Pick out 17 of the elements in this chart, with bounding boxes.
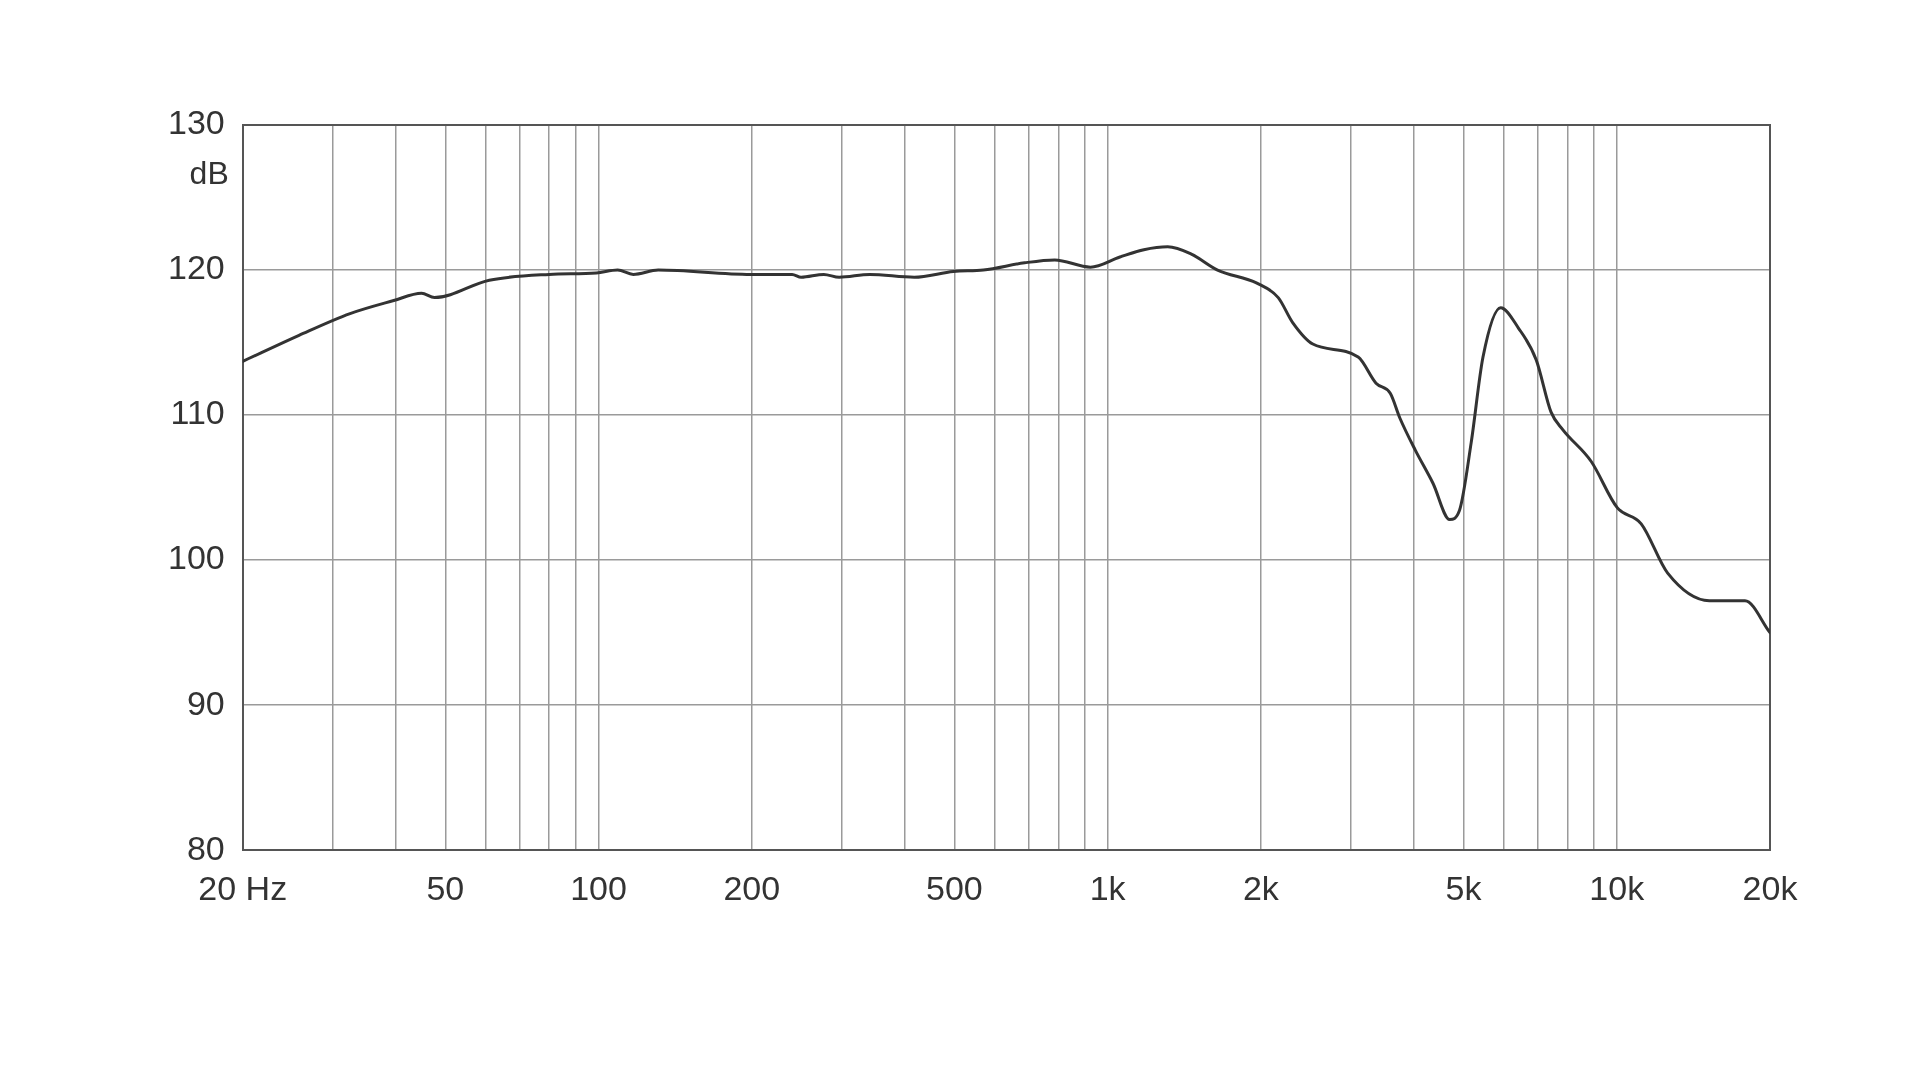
x-tick-label: 1k [1089, 868, 1127, 907]
x-tick-label: 50 [426, 868, 465, 907]
y-tick-label: 80 [186, 828, 225, 867]
x-tick-label: 20 Hz [198, 868, 288, 907]
y-tick-label: 120 [167, 248, 225, 287]
y-axis-title: dB [189, 154, 229, 191]
x-tick-label: 5k [1445, 868, 1483, 907]
x-tick-label: 20k [1742, 868, 1799, 907]
y-tick-label: 100 [167, 538, 225, 577]
y-tick-label: 90 [186, 683, 225, 722]
x-tick-label: 2k [1242, 868, 1280, 907]
x-tick-label: 500 [926, 868, 983, 907]
x-tick-label: 100 [570, 868, 627, 907]
x-tick-label: 200 [723, 868, 781, 907]
x-tick-label: 10k [1589, 868, 1646, 907]
y-tick-label: 130 [167, 103, 225, 142]
y-tick-label: 110 [170, 393, 225, 432]
